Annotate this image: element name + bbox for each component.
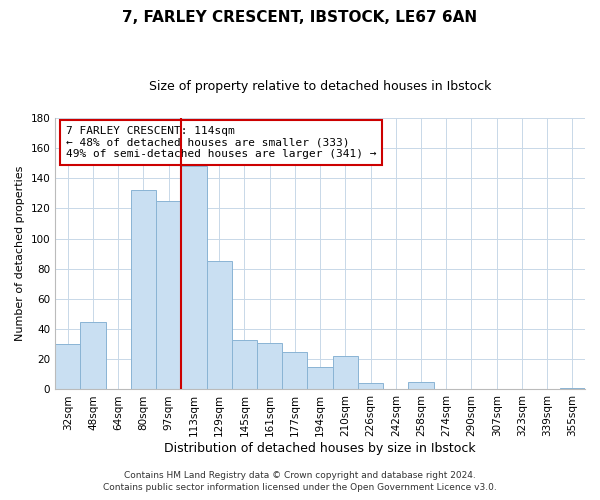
Bar: [282, 352, 307, 390]
Bar: [307, 367, 332, 390]
Bar: [156, 201, 181, 390]
Bar: [206, 261, 232, 390]
Bar: [80, 322, 106, 390]
Y-axis label: Number of detached properties: Number of detached properties: [15, 166, 25, 342]
Bar: [332, 356, 358, 390]
Title: Size of property relative to detached houses in Ibstock: Size of property relative to detached ho…: [149, 80, 491, 93]
Bar: [232, 340, 257, 390]
Bar: [409, 382, 434, 390]
Text: Contains HM Land Registry data © Crown copyright and database right 2024.
Contai: Contains HM Land Registry data © Crown c…: [103, 471, 497, 492]
Bar: [560, 388, 585, 390]
Bar: [131, 190, 156, 390]
X-axis label: Distribution of detached houses by size in Ibstock: Distribution of detached houses by size …: [164, 442, 476, 455]
Bar: [181, 166, 206, 390]
Bar: [358, 384, 383, 390]
Bar: [55, 344, 80, 390]
Text: 7 FARLEY CRESCENT: 114sqm
← 48% of detached houses are smaller (333)
49% of semi: 7 FARLEY CRESCENT: 114sqm ← 48% of detac…: [66, 126, 376, 159]
Bar: [257, 342, 282, 390]
Text: 7, FARLEY CRESCENT, IBSTOCK, LE67 6AN: 7, FARLEY CRESCENT, IBSTOCK, LE67 6AN: [122, 10, 478, 25]
